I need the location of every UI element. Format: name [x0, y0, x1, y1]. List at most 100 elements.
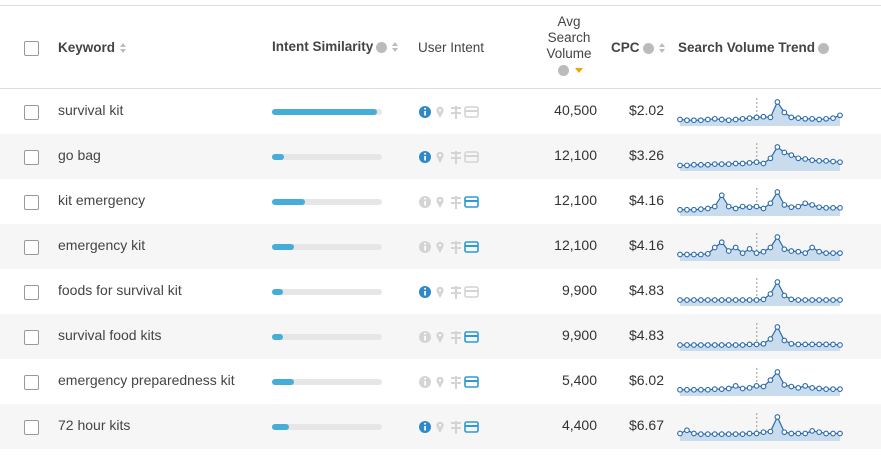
- navigational-icon: [451, 151, 461, 164]
- keyword-header[interactable]: Keyword: [58, 40, 127, 55]
- trend-point: [760, 296, 767, 303]
- keyword: emergency preparedness kit: [58, 372, 235, 388]
- trend-sparkline: [677, 278, 843, 306]
- trend-point: [788, 340, 795, 347]
- trend-point: [802, 156, 809, 162]
- trend-point: [684, 162, 690, 169]
- trend-point: [795, 115, 802, 121]
- trend-sparkline: [677, 98, 843, 126]
- trend-point: [718, 297, 725, 303]
- informational-icon: [419, 106, 431, 118]
- trend-area: [680, 282, 840, 306]
- informational-icon: [419, 196, 431, 208]
- intent-similarity-header[interactable]: Intent Similarity: [272, 39, 399, 54]
- cpc: $3.26: [628, 147, 664, 163]
- trend-line: [679, 415, 840, 435]
- row-checkbox[interactable]: [24, 240, 39, 255]
- keyword: survival kit: [58, 102, 124, 118]
- trend-point: [698, 386, 704, 393]
- trend-point: [753, 383, 760, 389]
- trend-point: [809, 297, 816, 303]
- header-text: Keyword: [58, 40, 116, 55]
- trend-point: [788, 248, 795, 254]
- similarity-bar: [272, 334, 283, 340]
- cpc: $4.83: [628, 282, 664, 298]
- similarity-bar: [272, 109, 377, 115]
- trend-point: [802, 297, 809, 303]
- icon-shape: [424, 156, 426, 161]
- trend-point: [718, 161, 725, 167]
- trend-point: [781, 337, 788, 344]
- trend-point: [704, 116, 711, 123]
- trend-point: [830, 204, 836, 211]
- icon-shape: [436, 151, 444, 163]
- trend-point: [718, 431, 725, 437]
- trend-point: [711, 161, 718, 167]
- trend-point: [837, 204, 843, 211]
- select-all-checkbox[interactable]: [24, 41, 39, 56]
- icon-shape: [436, 331, 444, 343]
- trend-point: [698, 342, 704, 348]
- trend-point: [684, 386, 690, 393]
- volume-header[interactable]: Avg Search Volume: [540, 14, 598, 78]
- row-checkbox[interactable]: [24, 420, 39, 435]
- icon-shape: [465, 335, 478, 337]
- cpc-header[interactable]: CPC: [611, 40, 665, 55]
- trend-sparkline: [677, 233, 843, 261]
- navigational-icon: [451, 106, 461, 119]
- transactional-icon: [464, 331, 479, 343]
- trend-point: [684, 251, 690, 258]
- trend-point: [816, 341, 822, 348]
- row-checkbox[interactable]: [24, 330, 39, 345]
- icon-shape: [436, 196, 444, 208]
- icon-shape: [465, 155, 478, 157]
- trend-point: [739, 115, 746, 122]
- icon-shape: [465, 200, 478, 202]
- informational-icon: [419, 286, 431, 298]
- row-checkbox[interactable]: [24, 285, 39, 300]
- trend-point: [732, 205, 739, 212]
- search-volume: 4,400: [561, 417, 597, 433]
- trend-point: [746, 341, 753, 348]
- intent-icons: [419, 331, 479, 344]
- trend-point: [795, 384, 802, 391]
- row-checkbox[interactable]: [24, 150, 39, 165]
- trend-point: [781, 202, 788, 208]
- trend-point: [823, 250, 829, 256]
- row-checkbox[interactable]: [24, 195, 39, 210]
- trend-point: [739, 297, 746, 303]
- trend-point: [691, 297, 697, 303]
- cpc: $6.02: [628, 372, 664, 388]
- icon-shape: [438, 424, 442, 427]
- trend-point: [788, 114, 795, 121]
- table-row: 72 hour kits 4,400 $6.67: [0, 404, 881, 449]
- trend-sparkline: [677, 323, 843, 351]
- trend-point: [725, 342, 732, 348]
- trend-point: [725, 385, 732, 392]
- trend-point: [809, 157, 816, 164]
- header-text: CPC: [611, 40, 640, 55]
- trend-point: [830, 430, 836, 437]
- table-row: survival kit 40,500 $2.02: [0, 89, 881, 134]
- search-volume: 9,900: [561, 327, 597, 343]
- cpc: $4.16: [628, 237, 664, 253]
- top-border: [0, 5, 881, 6]
- trend-area: [680, 192, 840, 216]
- navigational-icon: [451, 376, 461, 389]
- trend-point: [781, 292, 788, 299]
- icon-shape: [424, 201, 426, 206]
- trend-area: [680, 102, 840, 126]
- intent-icons: [419, 151, 479, 164]
- navigational-icon: [451, 421, 461, 434]
- row-checkbox[interactable]: [24, 105, 39, 120]
- cpc: $2.02: [628, 102, 664, 118]
- cpc: $4.83: [628, 327, 664, 343]
- local-icon: [436, 106, 444, 118]
- row-checkbox[interactable]: [24, 375, 39, 390]
- trend-point: [691, 117, 697, 124]
- trend-point: [677, 386, 683, 393]
- navigational-icon: [451, 331, 461, 344]
- icon-shape: [424, 152, 427, 155]
- icon-shape: [465, 425, 478, 427]
- trend-point: [746, 159, 753, 166]
